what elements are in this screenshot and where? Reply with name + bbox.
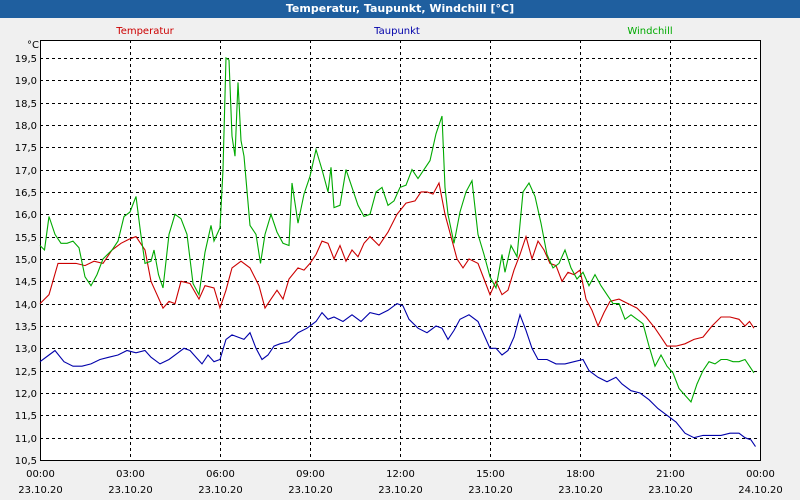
x-tick-date: 23.10.20 bbox=[18, 485, 63, 496]
y-tick-label: 12,5 bbox=[15, 367, 37, 378]
x-tick-time: 00:00 bbox=[746, 469, 775, 480]
x-tick-date: 23.10.20 bbox=[198, 485, 243, 496]
legend-taupunkt: Taupunkt bbox=[373, 26, 420, 37]
x-tick-time: 09:00 bbox=[296, 469, 325, 480]
x-tick-date: 23.10.20 bbox=[468, 485, 513, 496]
y-tick-label: 14,0 bbox=[15, 300, 37, 311]
y-tick-label: 18,5 bbox=[15, 99, 37, 110]
y-tick-label: 17,0 bbox=[15, 166, 37, 177]
y-tick-label: 14,5 bbox=[15, 277, 37, 288]
y-tick-label: 13,5 bbox=[15, 322, 37, 333]
y-tick-label: 10,5 bbox=[15, 456, 37, 467]
legend-temperatur: Temperatur bbox=[115, 26, 174, 37]
x-tick-date: 23.10.20 bbox=[648, 485, 693, 496]
y-axis-label: °C bbox=[27, 40, 39, 51]
x-tick-time: 15:00 bbox=[476, 469, 505, 480]
series-line-windchill bbox=[39, 56, 755, 403]
x-tick-time: 21:00 bbox=[656, 469, 685, 480]
x-tick-time: 06:00 bbox=[206, 469, 235, 480]
x-tick-date: 23.10.20 bbox=[558, 485, 603, 496]
x-tick-time: 00:00 bbox=[26, 469, 55, 480]
x-tick-date: 24.10.20 bbox=[738, 485, 783, 496]
y-tick-label: 13,0 bbox=[15, 344, 37, 355]
series-line-temperatur bbox=[39, 181, 755, 347]
y-tick-label: 17,5 bbox=[15, 143, 37, 154]
y-tick-label: 18,0 bbox=[15, 121, 37, 132]
y-tick-label: 16,5 bbox=[15, 188, 37, 199]
x-tick-date: 23.10.20 bbox=[378, 485, 423, 496]
y-tick-label: 15,0 bbox=[15, 255, 37, 266]
window-title: Temperatur, Taupunkt, Windchill [°C] bbox=[0, 0, 800, 18]
y-tick-label: 19,5 bbox=[15, 54, 37, 65]
x-tick-date: 23.10.20 bbox=[288, 485, 333, 496]
x-tick-date: 23.10.20 bbox=[108, 485, 153, 496]
y-tick-label: 11,0 bbox=[15, 434, 37, 445]
legend-windchill: Windchill bbox=[627, 26, 672, 37]
y-tick-label: 11,5 bbox=[15, 411, 37, 422]
y-tick-label: 15,5 bbox=[15, 233, 37, 244]
x-tick-time: 18:00 bbox=[566, 469, 595, 480]
y-tick-label: 19,0 bbox=[15, 76, 37, 87]
y-tick-label: 16,0 bbox=[15, 210, 37, 221]
y-tick-label: 12,0 bbox=[15, 389, 37, 400]
series-line-taupunkt bbox=[39, 302, 756, 447]
x-tick-time: 03:00 bbox=[116, 469, 145, 480]
x-tick-time: 12:00 bbox=[386, 469, 415, 480]
